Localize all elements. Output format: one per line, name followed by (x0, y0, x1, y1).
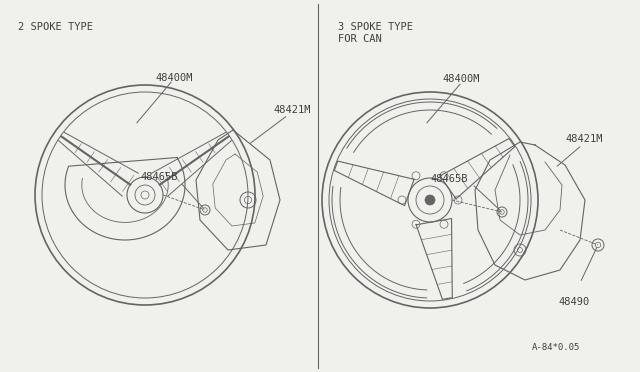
Circle shape (425, 195, 435, 205)
Text: 3 SPOKE TYPE
FOR CAN: 3 SPOKE TYPE FOR CAN (338, 22, 413, 44)
Text: A-84*0.05: A-84*0.05 (532, 343, 580, 352)
Text: 48421M: 48421M (565, 134, 602, 144)
Text: 48421M: 48421M (273, 105, 310, 115)
Text: 2 SPOKE TYPE: 2 SPOKE TYPE (18, 22, 93, 32)
Text: 48490: 48490 (558, 297, 589, 307)
Text: 48465B: 48465B (430, 174, 467, 184)
Text: 48400M: 48400M (155, 73, 193, 83)
Text: 48400M: 48400M (442, 74, 479, 84)
Text: 48465B: 48465B (140, 172, 177, 182)
